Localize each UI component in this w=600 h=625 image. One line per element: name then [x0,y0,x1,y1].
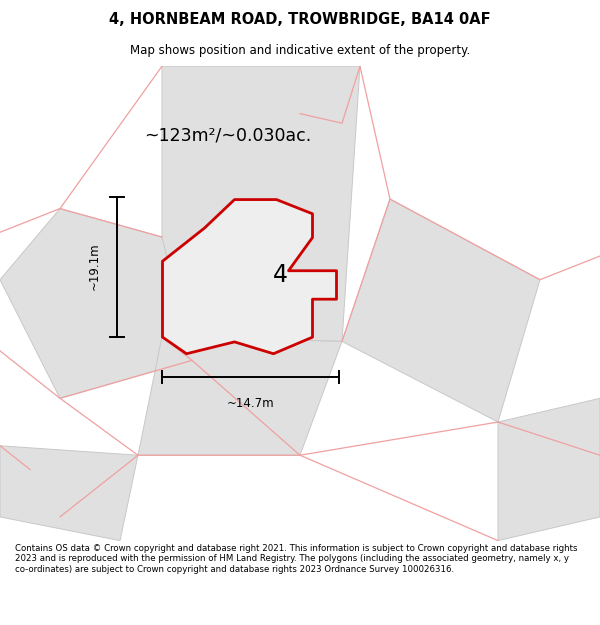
Text: ~19.1m: ~19.1m [88,243,101,291]
Text: Map shows position and indicative extent of the property.: Map shows position and indicative extent… [130,44,470,57]
Text: 4: 4 [273,263,288,287]
Text: 4, HORNBEAM ROAD, TROWBRIDGE, BA14 0AF: 4, HORNBEAM ROAD, TROWBRIDGE, BA14 0AF [109,12,491,27]
Text: ~123m²/~0.030ac.: ~123m²/~0.030ac. [145,126,311,144]
Text: ~14.7m: ~14.7m [227,396,274,409]
Text: Contains OS data © Crown copyright and database right 2021. This information is : Contains OS data © Crown copyright and d… [15,544,577,574]
